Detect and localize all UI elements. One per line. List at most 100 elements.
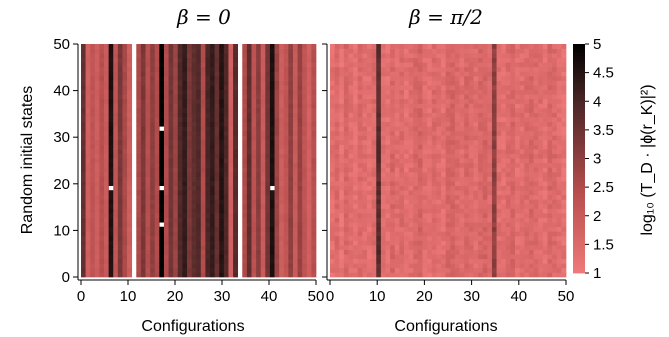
heatmap-cell	[524, 44, 530, 49]
heatmap-cell	[394, 139, 400, 145]
heatmap-cell	[371, 71, 377, 77]
heatmap-cell	[177, 144, 183, 150]
heatmap-cell	[90, 208, 96, 214]
heatmap-cell	[427, 57, 433, 63]
heatmap-cell	[279, 48, 285, 54]
heatmap-cell	[482, 185, 488, 191]
heatmap-cell	[330, 112, 335, 118]
heatmap-cell	[459, 130, 465, 136]
heatmap-cell	[445, 167, 451, 173]
heatmap-cell	[279, 112, 285, 118]
heatmap-cell	[376, 185, 382, 191]
heatmap-cell	[473, 222, 479, 228]
heatmap-cell	[339, 185, 345, 191]
heatmap-cell	[404, 254, 410, 260]
heatmap-cell	[186, 94, 192, 100]
heatmap-cell	[519, 263, 525, 269]
heatmap-cell	[145, 44, 151, 49]
heatmap-cell	[524, 190, 530, 196]
heatmap-cell	[528, 80, 534, 86]
heatmap-cell	[399, 103, 405, 109]
heatmap-cell	[510, 231, 516, 237]
heatmap-cell	[210, 213, 215, 218]
heatmap-cell	[519, 66, 525, 72]
heatmap-cell	[538, 130, 544, 136]
heatmap-cell	[547, 213, 553, 218]
heatmap-cell	[279, 203, 285, 209]
heatmap-cell	[542, 48, 548, 54]
heatmap-cell	[459, 149, 465, 154]
heatmap-cell	[154, 203, 160, 209]
heatmap-cell	[496, 85, 502, 91]
heatmap-cell	[99, 208, 105, 214]
heatmap-cell	[339, 62, 345, 68]
heatmap-cell	[311, 80, 317, 86]
heatmap-cell	[168, 71, 174, 77]
heatmap-cell	[117, 222, 123, 228]
heatmap-cell	[491, 48, 497, 54]
heatmap-cell	[510, 258, 516, 264]
heatmap-cell	[399, 171, 405, 177]
heatmap-cell	[292, 199, 298, 205]
heatmap-cell	[538, 185, 544, 191]
heatmap-cell	[390, 53, 396, 59]
heatmap-cell	[473, 267, 479, 273]
heatmap-cell	[279, 226, 285, 232]
heatmap-cell	[348, 94, 354, 100]
heatmap-cell	[380, 103, 386, 109]
heatmap-cell	[159, 75, 165, 81]
heatmap-cell	[81, 117, 86, 123]
heatmap-cell	[408, 226, 414, 232]
heatmap-cell	[159, 231, 165, 237]
heatmap-cell	[256, 44, 262, 49]
heatmap-cell	[533, 139, 539, 145]
heatmap-cell	[496, 94, 502, 100]
heatmap-cell	[81, 199, 86, 205]
heatmap-cell	[538, 139, 544, 145]
heatmap-cell	[140, 103, 146, 109]
heatmap-cell	[343, 194, 349, 200]
heatmap-cell	[441, 231, 447, 237]
heatmap-cell	[228, 213, 234, 218]
heatmap-cell	[468, 62, 474, 68]
heatmap-cell	[454, 254, 460, 260]
heatmap-cell	[501, 245, 507, 250]
heatmap-cell	[441, 85, 447, 91]
heatmap-cell	[431, 149, 437, 154]
heatmap-cell	[487, 139, 493, 145]
heatmap-cell	[205, 66, 211, 72]
heatmap-cell	[505, 144, 511, 150]
heatmap-cell	[501, 190, 507, 196]
heatmap-cell	[81, 98, 86, 104]
heatmap-cell	[436, 240, 442, 246]
heatmap-cell	[159, 107, 165, 113]
heatmap-cell	[330, 53, 335, 59]
heatmap-cell	[113, 107, 119, 113]
heatmap-cell	[454, 71, 460, 77]
heatmap-cell	[265, 272, 271, 278]
heatmap-cell	[482, 272, 488, 278]
heatmap-cell	[182, 149, 188, 154]
heatmap-cell	[380, 85, 386, 91]
heatmap-cell	[348, 171, 354, 177]
heatmap-cell	[413, 263, 419, 269]
heatmap-cell	[145, 98, 151, 104]
heatmap-cell	[390, 194, 396, 200]
heatmap-cell	[357, 231, 363, 237]
heatmap-cell	[113, 167, 119, 173]
heatmap-cell	[274, 57, 280, 63]
heatmap-cell	[478, 66, 484, 72]
heatmap-cell	[376, 153, 382, 159]
heatmap-cell	[292, 80, 298, 86]
heatmap-cell	[173, 112, 179, 118]
heatmap-cell	[459, 263, 465, 269]
heatmap-cell	[292, 181, 298, 186]
heatmap-cell	[542, 89, 548, 95]
heatmap-cell	[533, 231, 539, 237]
heatmap-cell	[427, 231, 433, 237]
heatmap-cell	[163, 258, 169, 264]
heatmap-cell	[385, 258, 391, 264]
heatmap-cell	[385, 176, 391, 182]
heatmap-cell	[219, 66, 225, 72]
heatmap-cell	[205, 240, 211, 246]
